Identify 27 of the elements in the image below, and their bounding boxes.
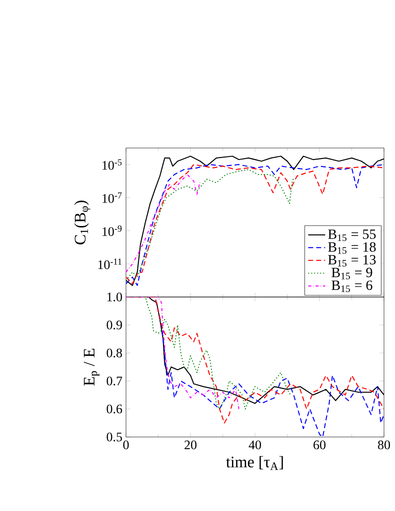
legend-label: B$_{15}$ = 55 bbox=[328, 230, 376, 242]
y-tick-label: 0.8 bbox=[106, 348, 122, 358]
y-tick-label: 1.0 bbox=[107, 292, 122, 302]
y-tick-label: 10$^{-11}$ bbox=[98, 258, 122, 270]
line-series bbox=[126, 297, 291, 410]
y-tick-label: 0.5 bbox=[106, 432, 122, 442]
legend-label: B$_{15}$ = 6 bbox=[332, 280, 372, 292]
y-tick-label: 10$^{-5}$ bbox=[102, 159, 122, 170]
y-tick-label: 10$^{-9}$ bbox=[102, 226, 122, 236]
legend-label: B$_{15}$ = 13 bbox=[328, 255, 376, 267]
line-series bbox=[126, 174, 201, 273]
y-tick-label: 0.9 bbox=[106, 320, 122, 330]
y-axis-title: C$_{1}$(B$_{φ}$) bbox=[74, 200, 90, 244]
y-tick-label: 0.7 bbox=[106, 376, 122, 386]
y-axis-title: E$_{p}$ / E bbox=[84, 348, 100, 386]
x-tick-label: 80 bbox=[378, 440, 390, 450]
y-tick-label: 0.6 bbox=[106, 404, 122, 414]
line-series bbox=[126, 297, 240, 410]
x-tick-label: 60 bbox=[314, 440, 326, 450]
x-tick-label: 0 bbox=[123, 440, 129, 450]
x-axis-title: time [τ$_{A}$] bbox=[226, 456, 283, 470]
x-tick-label: 20 bbox=[184, 440, 196, 450]
y-tick-label: 10$^{-7}$ bbox=[102, 192, 122, 203]
legend-label: B$_{15}$ = 9 bbox=[332, 268, 372, 280]
x-tick-label: 40 bbox=[248, 440, 261, 450]
line-series bbox=[126, 169, 294, 281]
legend-label: B$_{15}$ = 18 bbox=[328, 242, 376, 254]
